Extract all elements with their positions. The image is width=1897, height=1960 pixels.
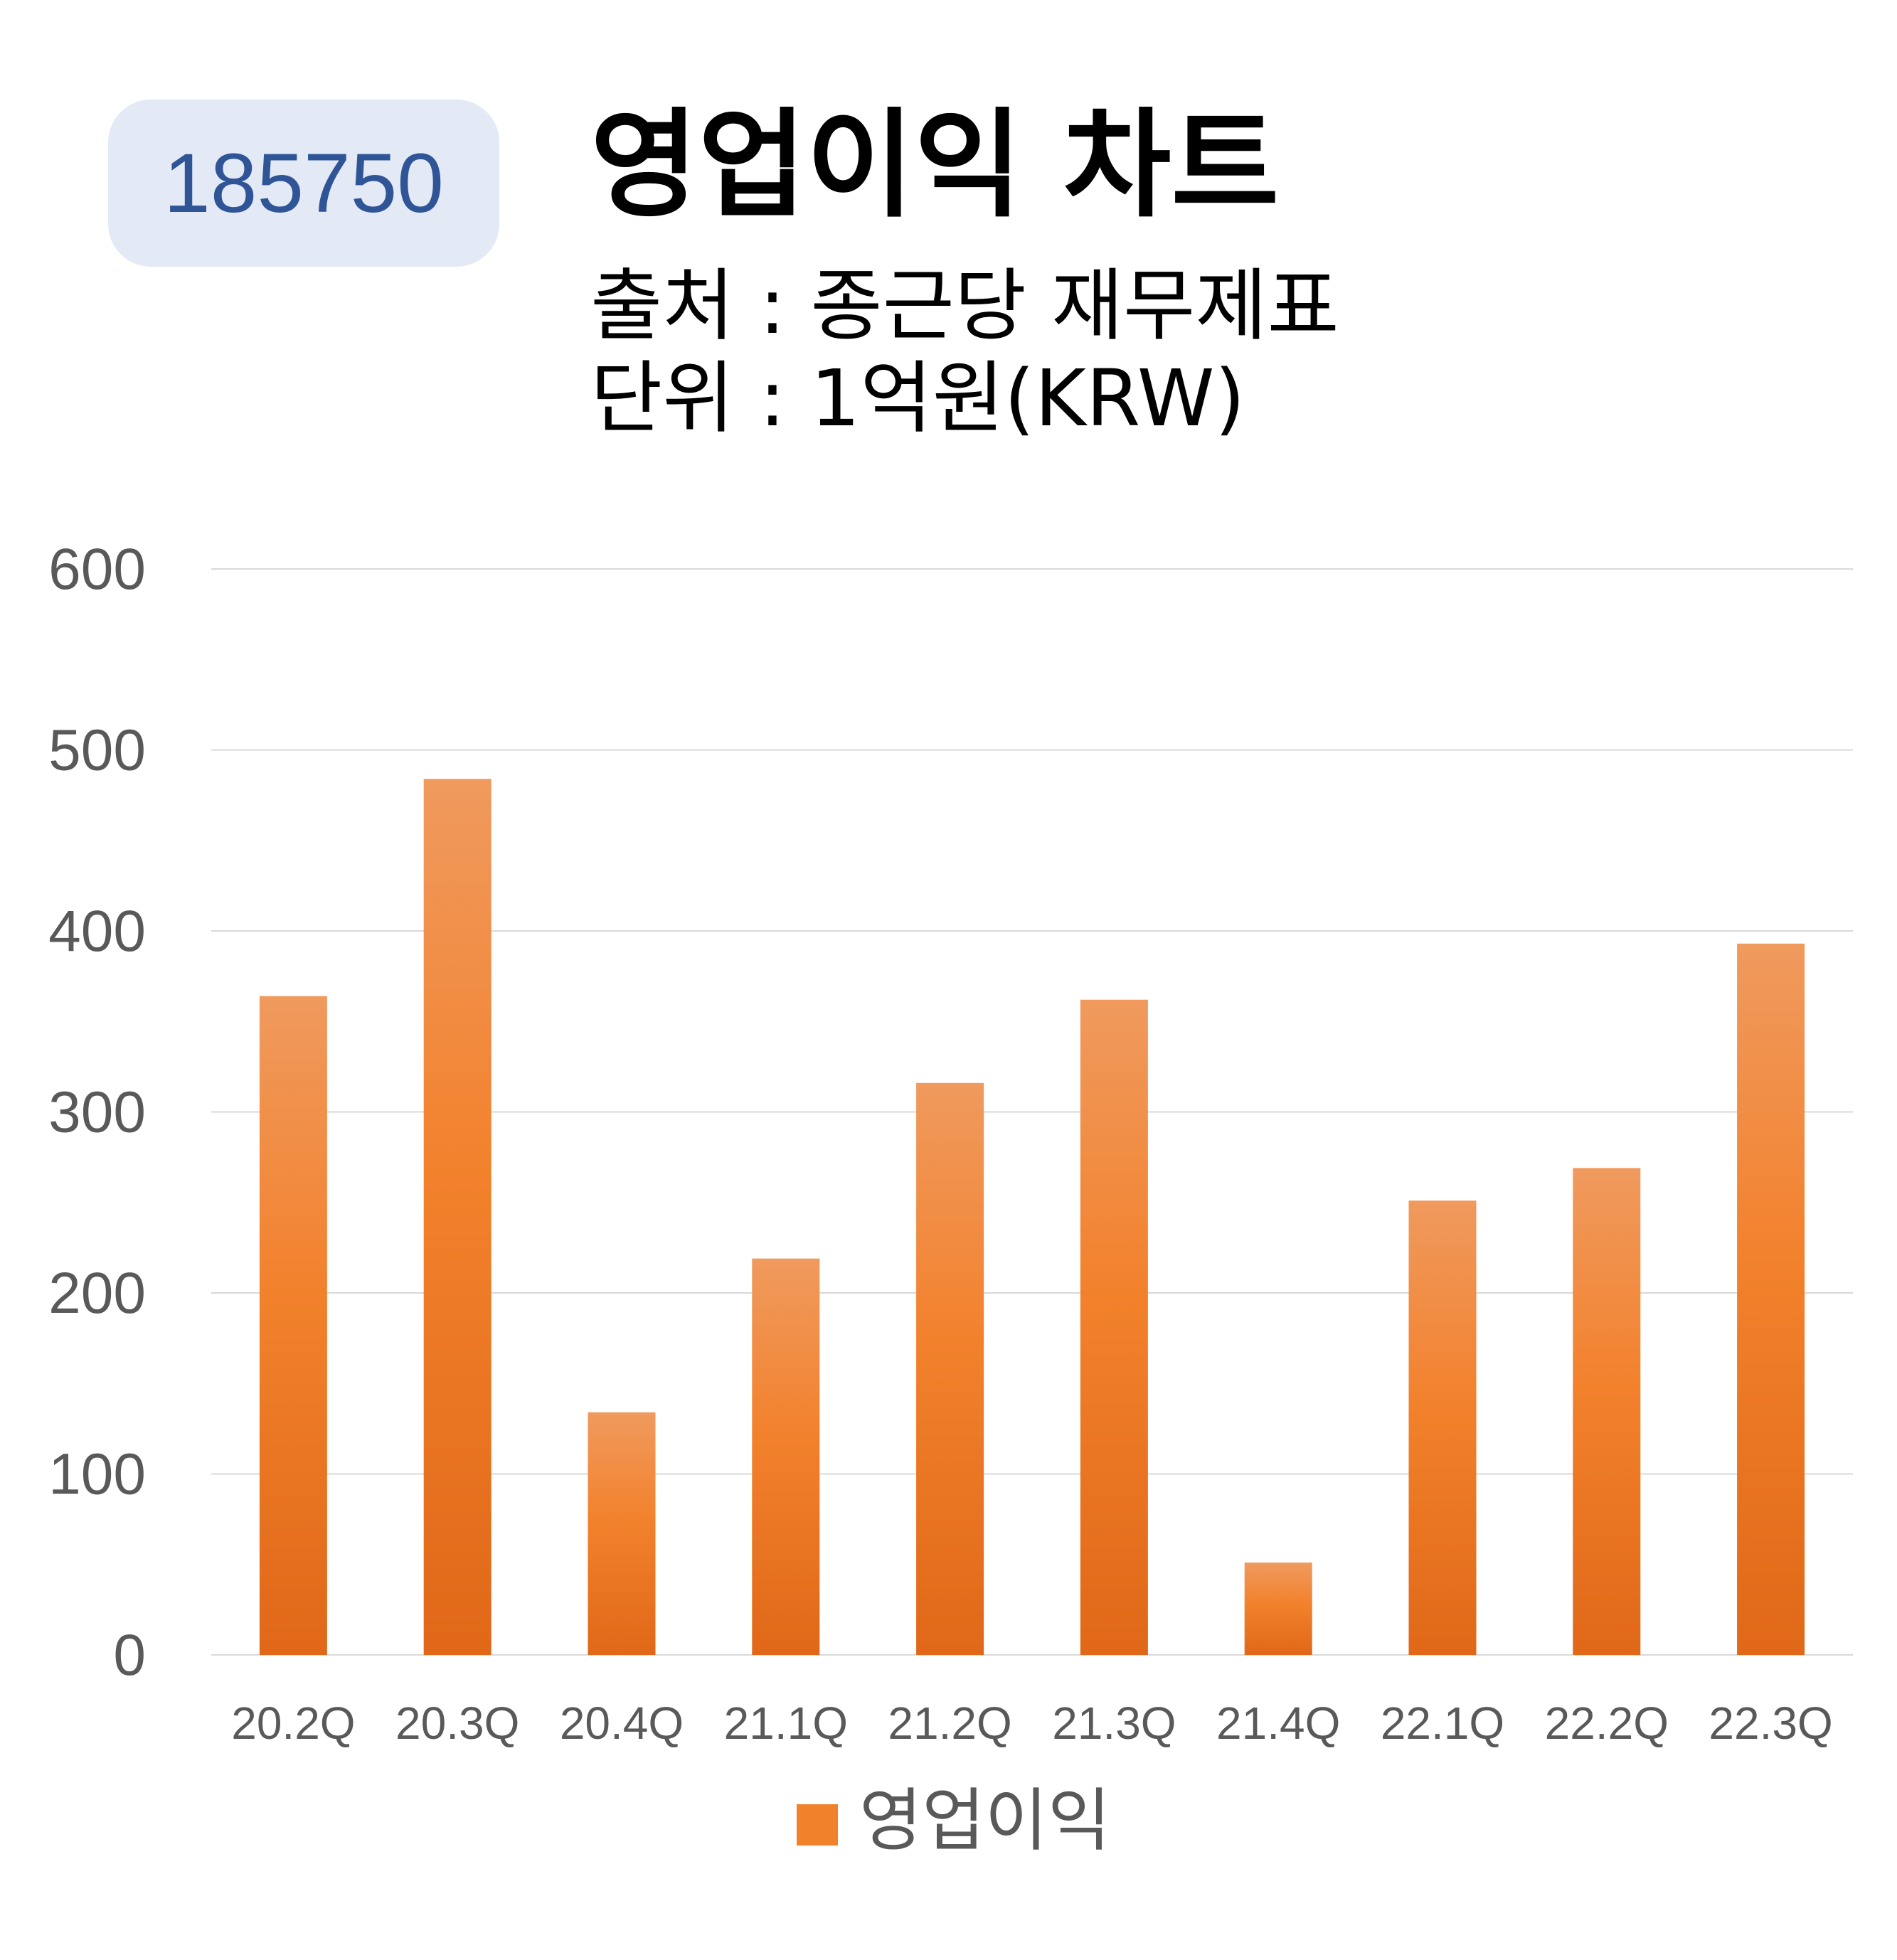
x-tick-label: 21.4Q <box>1216 1698 1340 1749</box>
x-tick-label: 21.2Q <box>888 1698 1011 1749</box>
legend-label: 영업이익 <box>859 1781 1110 1860</box>
x-tick-label: 22.1Q <box>1381 1698 1504 1749</box>
chart-title: 영업이익 차트 <box>590 97 1280 233</box>
y-tick-label: 600 <box>48 537 146 602</box>
bar-21.4Q <box>1244 1562 1312 1655</box>
bar-20.3Q <box>423 779 491 1655</box>
x-tick-label: 22.2Q <box>1545 1698 1669 1749</box>
bar-21.2Q <box>916 1082 984 1655</box>
bar-20.2Q <box>259 996 327 1655</box>
bar-22.2Q <box>1573 1168 1641 1655</box>
x-tick-label: 20.2Q <box>231 1698 355 1749</box>
y-tick-label: 300 <box>48 1080 146 1145</box>
y-tick-label: 500 <box>48 718 146 783</box>
y-tick-label: 200 <box>48 1261 146 1326</box>
bar-22.1Q <box>1408 1200 1477 1655</box>
x-tick-label: 21.1Q <box>724 1698 848 1749</box>
bar-20.4Q <box>588 1412 656 1655</box>
legend: 영업이익 <box>797 1781 1110 1860</box>
x-tick-label: 20.4Q <box>560 1698 684 1749</box>
source-line: 출처 : 종근당 재무제표 <box>590 260 1339 351</box>
bars <box>259 779 1805 1655</box>
y-tick-label: 0 <box>113 1623 146 1688</box>
x-tick-label: 21.3Q <box>1052 1698 1176 1749</box>
bar-21.1Q <box>752 1258 820 1655</box>
x-axis: 20.2Q 20.3Q 20.4Q 21.1Q 21.2Q 21.3Q 21.4Q 22.1Q… <box>231 1698 1833 1749</box>
unit-line: 단위 : 1억원(KRW) <box>590 353 1245 444</box>
bar-21.3Q <box>1080 999 1148 1655</box>
ticker-badge-label: 185750 <box>164 136 444 230</box>
ticker-badge: 185750 <box>108 100 499 267</box>
y-tick-label: 100 <box>48 1442 146 1507</box>
legend-swatch <box>797 1804 838 1846</box>
y-axis: 0 100 200 300 400 500 600 <box>48 537 146 1688</box>
x-tick-label: 20.3Q <box>395 1698 519 1749</box>
bar-22.3Q <box>1737 943 1805 1655</box>
y-tick-label: 400 <box>48 899 146 964</box>
x-tick-label: 22.3Q <box>1709 1698 1832 1749</box>
